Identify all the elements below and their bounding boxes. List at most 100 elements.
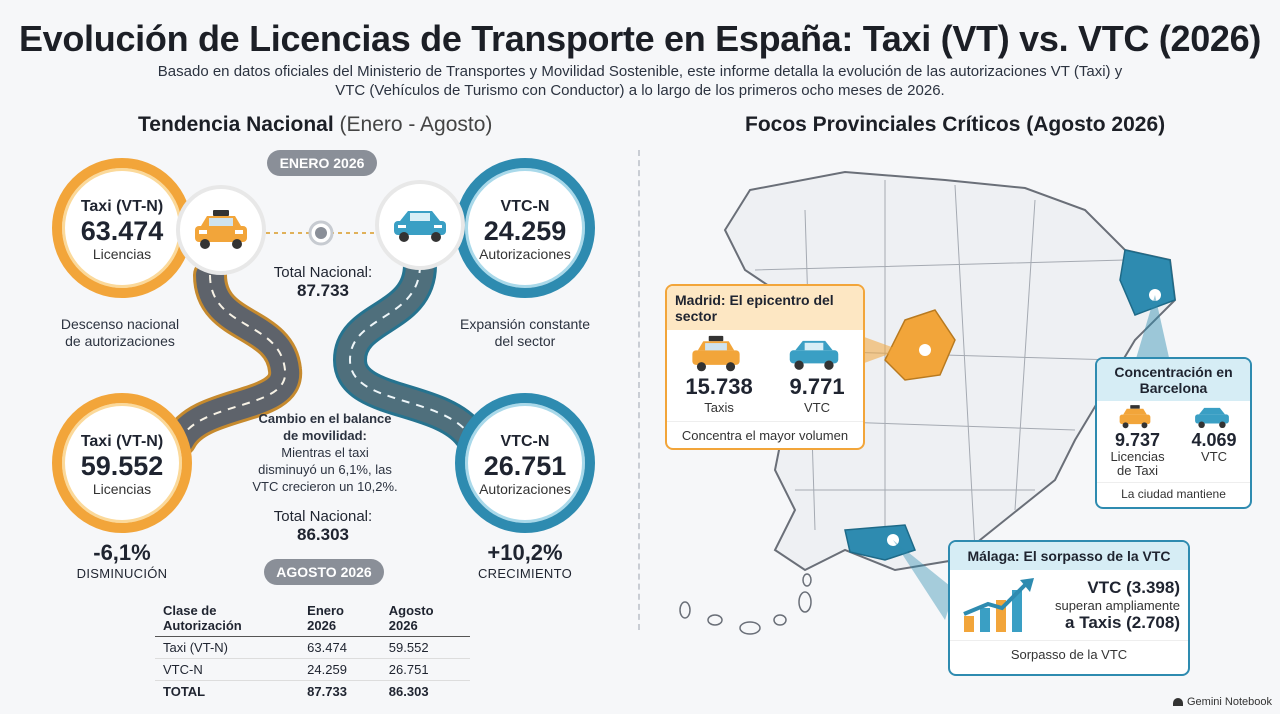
barcelona-taxi-label-1: Licencias — [1110, 449, 1165, 464]
malaga-card: Málaga: El sorpasso de la VTC VTC (3.398… — [948, 540, 1190, 676]
barcelona-taxi-value: 9.737 — [1115, 430, 1161, 450]
brand-label: Gemini Notebook — [1187, 696, 1272, 708]
taxi-note-line-2: de autorizaciones — [65, 333, 175, 349]
barcelona-title-line-2: Barcelona — [1139, 380, 1208, 396]
vtc-car-icon — [394, 211, 446, 242]
malaga-region — [844, 524, 916, 561]
pill-start-date: ENERO 2026 — [267, 150, 377, 176]
vtc-change-value: +10,2% — [487, 540, 563, 565]
total-august: Total Nacional: 86.303 — [258, 508, 388, 545]
section-divider — [638, 150, 640, 630]
barcelona-title-line-1: Concentración en — [1114, 364, 1233, 380]
madrid-vtc-label: VTC — [804, 400, 831, 415]
malaga-marker — [887, 534, 899, 546]
madrid-vtc-value: 9.771 — [789, 374, 845, 399]
table-cell: 24.259 — [299, 658, 381, 681]
madrid-card-icons — [667, 334, 863, 374]
pill-end-date: AGOSTO 2026 — [264, 559, 384, 585]
malaga-card-title: Málaga: El sorpasso de la VTC — [950, 542, 1188, 570]
total-january-value: 87.733 — [297, 281, 349, 300]
malaga-card-text: VTC (3.398) superan ampliamente a Taxis … — [1038, 578, 1180, 633]
malaga-card-footer: Sorpasso de la VTC — [950, 640, 1188, 662]
total-january-label: Total Nacional: — [273, 264, 373, 281]
barcelona-vtc-label: VTC — [1201, 449, 1228, 464]
vtc-car-icon — [789, 340, 839, 370]
table-header-row: Clase de Autorización Enero 2026 Agosto … — [155, 600, 470, 637]
vtc-january-label: VTC-N — [500, 198, 550, 215]
table-row: VTC-N 24.259 26.751 — [155, 658, 470, 681]
summary-table: Clase de Autorización Enero 2026 Agosto … — [155, 600, 470, 702]
taxi-january-label: Taxi (VT-N) — [80, 198, 164, 215]
table-header-august: Agosto 2026 — [380, 600, 470, 637]
malaga-line-1: VTC (3.398) — [1087, 577, 1180, 597]
madrid-card-values: 15.738 Taxis 9.771 VTC — [667, 374, 863, 415]
brand-icon — [1173, 698, 1183, 706]
taxi-road-line — [179, 274, 287, 441]
table-cell: VTC-N — [155, 658, 300, 681]
barcelona-vtc-value: 4.069 — [1191, 430, 1237, 450]
taxi-car-icon — [692, 335, 740, 372]
taxi-august-unit: Licencias — [92, 481, 152, 497]
taxi-august-circle: Taxi (VT-N) 59.552 Licencias — [52, 393, 192, 533]
madrid-taxi-label: Taxis — [704, 400, 734, 415]
total-august-label: Total Nacional: — [273, 508, 373, 525]
balance-note: Cambio en el balance de movilidad: Mient… — [245, 410, 405, 495]
barcelona-region — [1119, 249, 1176, 316]
vtc-car-icon — [1194, 407, 1229, 429]
table-cell: 63.474 — [299, 636, 381, 659]
vtc-august-value: 26.751 — [483, 451, 567, 481]
balance-title-2: de movilidad: — [283, 428, 367, 443]
barcelona-card-icons — [1097, 404, 1250, 430]
growth-chart-icon — [963, 578, 1034, 632]
provincial-title: Focos Provinciales Críticos (Agosto 2026… — [745, 113, 1166, 136]
balance-title-1: Cambio en el balance — [258, 411, 392, 426]
taxi-change-label: DISMINUCIÓN — [76, 566, 168, 581]
vtc-note-line-2: del sector — [494, 333, 556, 349]
madrid-card: Madrid: El epicentro del sector 15.738 T… — [665, 284, 865, 450]
national-trend-title: Tendencia Nacional (Enero - Agosto) — [138, 113, 492, 137]
vtc-january-circle: VTC-N 24.259 Autorizaciones — [455, 158, 595, 298]
malaga-card-body: VTC (3.398) superan ampliamente a Taxis … — [950, 570, 1188, 640]
table-header-class: Clase de Autorización — [155, 600, 300, 637]
table-cell: 87.733 — [299, 680, 381, 702]
vtc-august-circle: VTC-N 26.751 Autorizaciones — [455, 393, 595, 533]
taxi-icon-badge — [176, 185, 266, 275]
vtc-january-value: 24.259 — [483, 216, 567, 246]
taxi-august-value: 59.552 — [80, 451, 164, 481]
madrid-card-title: Madrid: El epicentro del sector — [667, 286, 863, 330]
table-cell: Taxi (VT-N) — [155, 636, 300, 659]
islands — [679, 573, 812, 635]
barcelona-card: Concentración en Barcelona 9.737 Licenci… — [1095, 357, 1252, 509]
balance-text-3: VTC crecieron un 10,2%. — [252, 479, 398, 494]
vtc-august-unit: Autorizaciones — [479, 481, 571, 497]
barcelona-card-footer: La ciudad mantiene — [1097, 482, 1250, 501]
vtc-august-label: VTC-N — [500, 433, 550, 450]
total-january: Total Nacional: 87.733 — [258, 264, 388, 301]
malaga-callout-pointer — [893, 540, 955, 620]
table-cell: TOTAL — [155, 680, 300, 702]
page-title: Evolución de Licencias de Transporte en … — [18, 18, 1262, 59]
balance-text-1: Mientras el taxi — [281, 445, 369, 460]
national-trend-range: (Enero - Agosto) — [339, 113, 493, 136]
taxi-note-line-1: Descenso nacional — [60, 316, 180, 332]
madrid-taxi-value: 15.738 — [685, 374, 753, 399]
balance-text-2: disminuyó un 6,1%, las — [258, 462, 392, 477]
vtc-note-line-1: Expansión constante — [460, 316, 590, 332]
taxi-car-icon — [1119, 405, 1151, 429]
madrid-marker — [919, 344, 931, 356]
taxi-trend-note: Descenso nacional de autorizaciones — [40, 316, 200, 350]
vtc-road-line — [348, 264, 471, 436]
taxi-august-label: Taxi (VT-N) — [80, 433, 164, 450]
table-cell: 59.552 — [380, 636, 470, 659]
brand-watermark: Gemini Notebook — [1173, 696, 1272, 708]
subtitle-line-2: VTC (Vehículos de Turismo con Conductor)… — [335, 82, 945, 99]
barcelona-taxi-label-2: de Taxi — [1117, 463, 1159, 478]
roads-illustration — [163, 220, 487, 457]
barcelona-callout-pointer — [1135, 295, 1170, 362]
madrid-card-footer: Concentra el mayor volumen — [667, 421, 863, 443]
madrid-region — [884, 309, 956, 381]
vtc-change-label: CRECIMIENTO — [477, 566, 573, 581]
taxi-change-value: -6,1% — [93, 540, 151, 565]
table-row: Taxi (VT-N) 63.474 59.552 — [155, 636, 470, 659]
vtc-change: +10,2% CRECIMIENTO — [465, 540, 585, 581]
